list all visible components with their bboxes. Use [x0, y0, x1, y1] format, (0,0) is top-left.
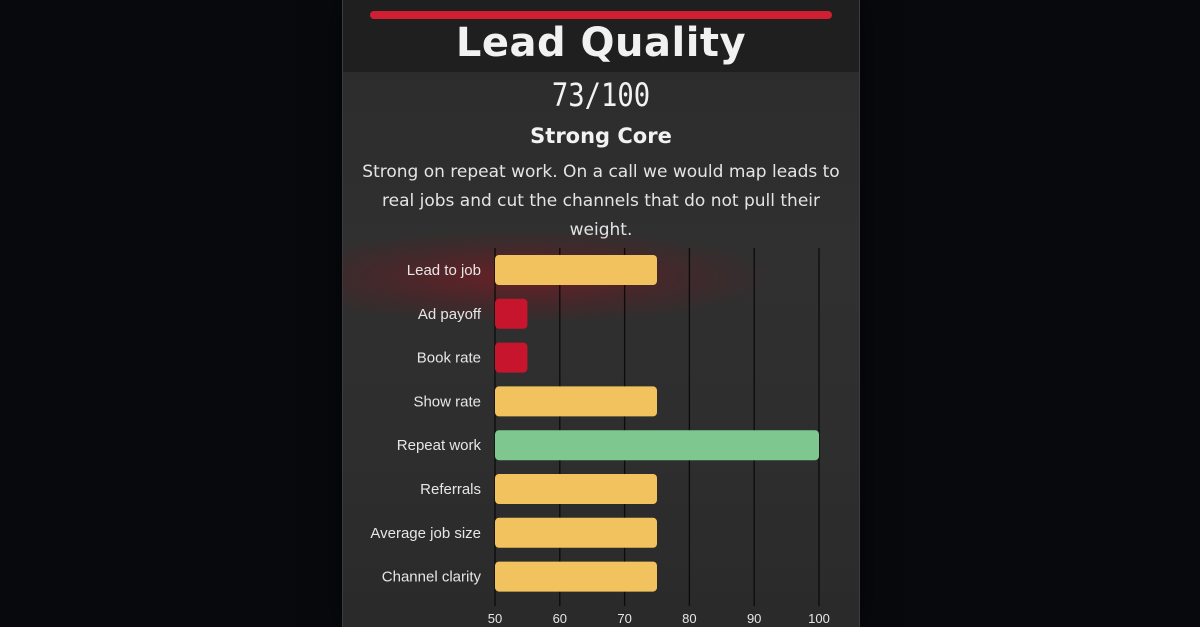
x-tick-label: 90	[747, 611, 761, 626]
category-labels: Lead to job Ad payoff Book rate Show rate Re…	[370, 262, 481, 586]
category-label: Ad payoff	[418, 306, 482, 323]
bar	[495, 342, 528, 373]
category-label: Referrals	[420, 481, 481, 498]
bars	[495, 255, 819, 592]
bar-chart: Lead to job Ad payoff Book rate Show rate Re…	[370, 248, 830, 626]
score-card: Lead Quality 73/100 Strong Core Strong o…	[342, 0, 860, 627]
category-label: Average job size	[370, 525, 481, 542]
bar	[495, 430, 819, 461]
category-label: Channel clarity	[382, 569, 482, 586]
grid-lines	[494, 248, 820, 606]
category-label: Book rate	[417, 350, 481, 367]
x-tick-labels: 50 60 70 80 90 100	[488, 611, 830, 626]
description: Strong on repeat work. On a call we woul…	[361, 158, 841, 245]
grade-label: Strong Core	[530, 124, 672, 148]
x-tick-label: 70	[617, 611, 631, 626]
bar	[495, 517, 657, 548]
category-label: Lead to job	[407, 262, 481, 279]
bar	[495, 298, 528, 329]
x-tick-label: 60	[553, 611, 567, 626]
bar	[495, 561, 657, 592]
bar	[495, 474, 657, 504]
bar	[495, 255, 657, 285]
x-tick-label: 80	[682, 611, 696, 626]
x-tick-label: 100	[808, 611, 830, 626]
accent-bar	[370, 11, 832, 19]
category-label: Show rate	[413, 393, 481, 410]
card-title: Lead Quality	[455, 20, 747, 66]
x-tick-label: 50	[488, 611, 502, 626]
category-label: Repeat work	[397, 437, 482, 454]
description-line-1: Strong on repeat work. On a call we woul…	[362, 162, 840, 182]
bar	[495, 386, 657, 417]
score-value: 73/100	[551, 76, 651, 114]
